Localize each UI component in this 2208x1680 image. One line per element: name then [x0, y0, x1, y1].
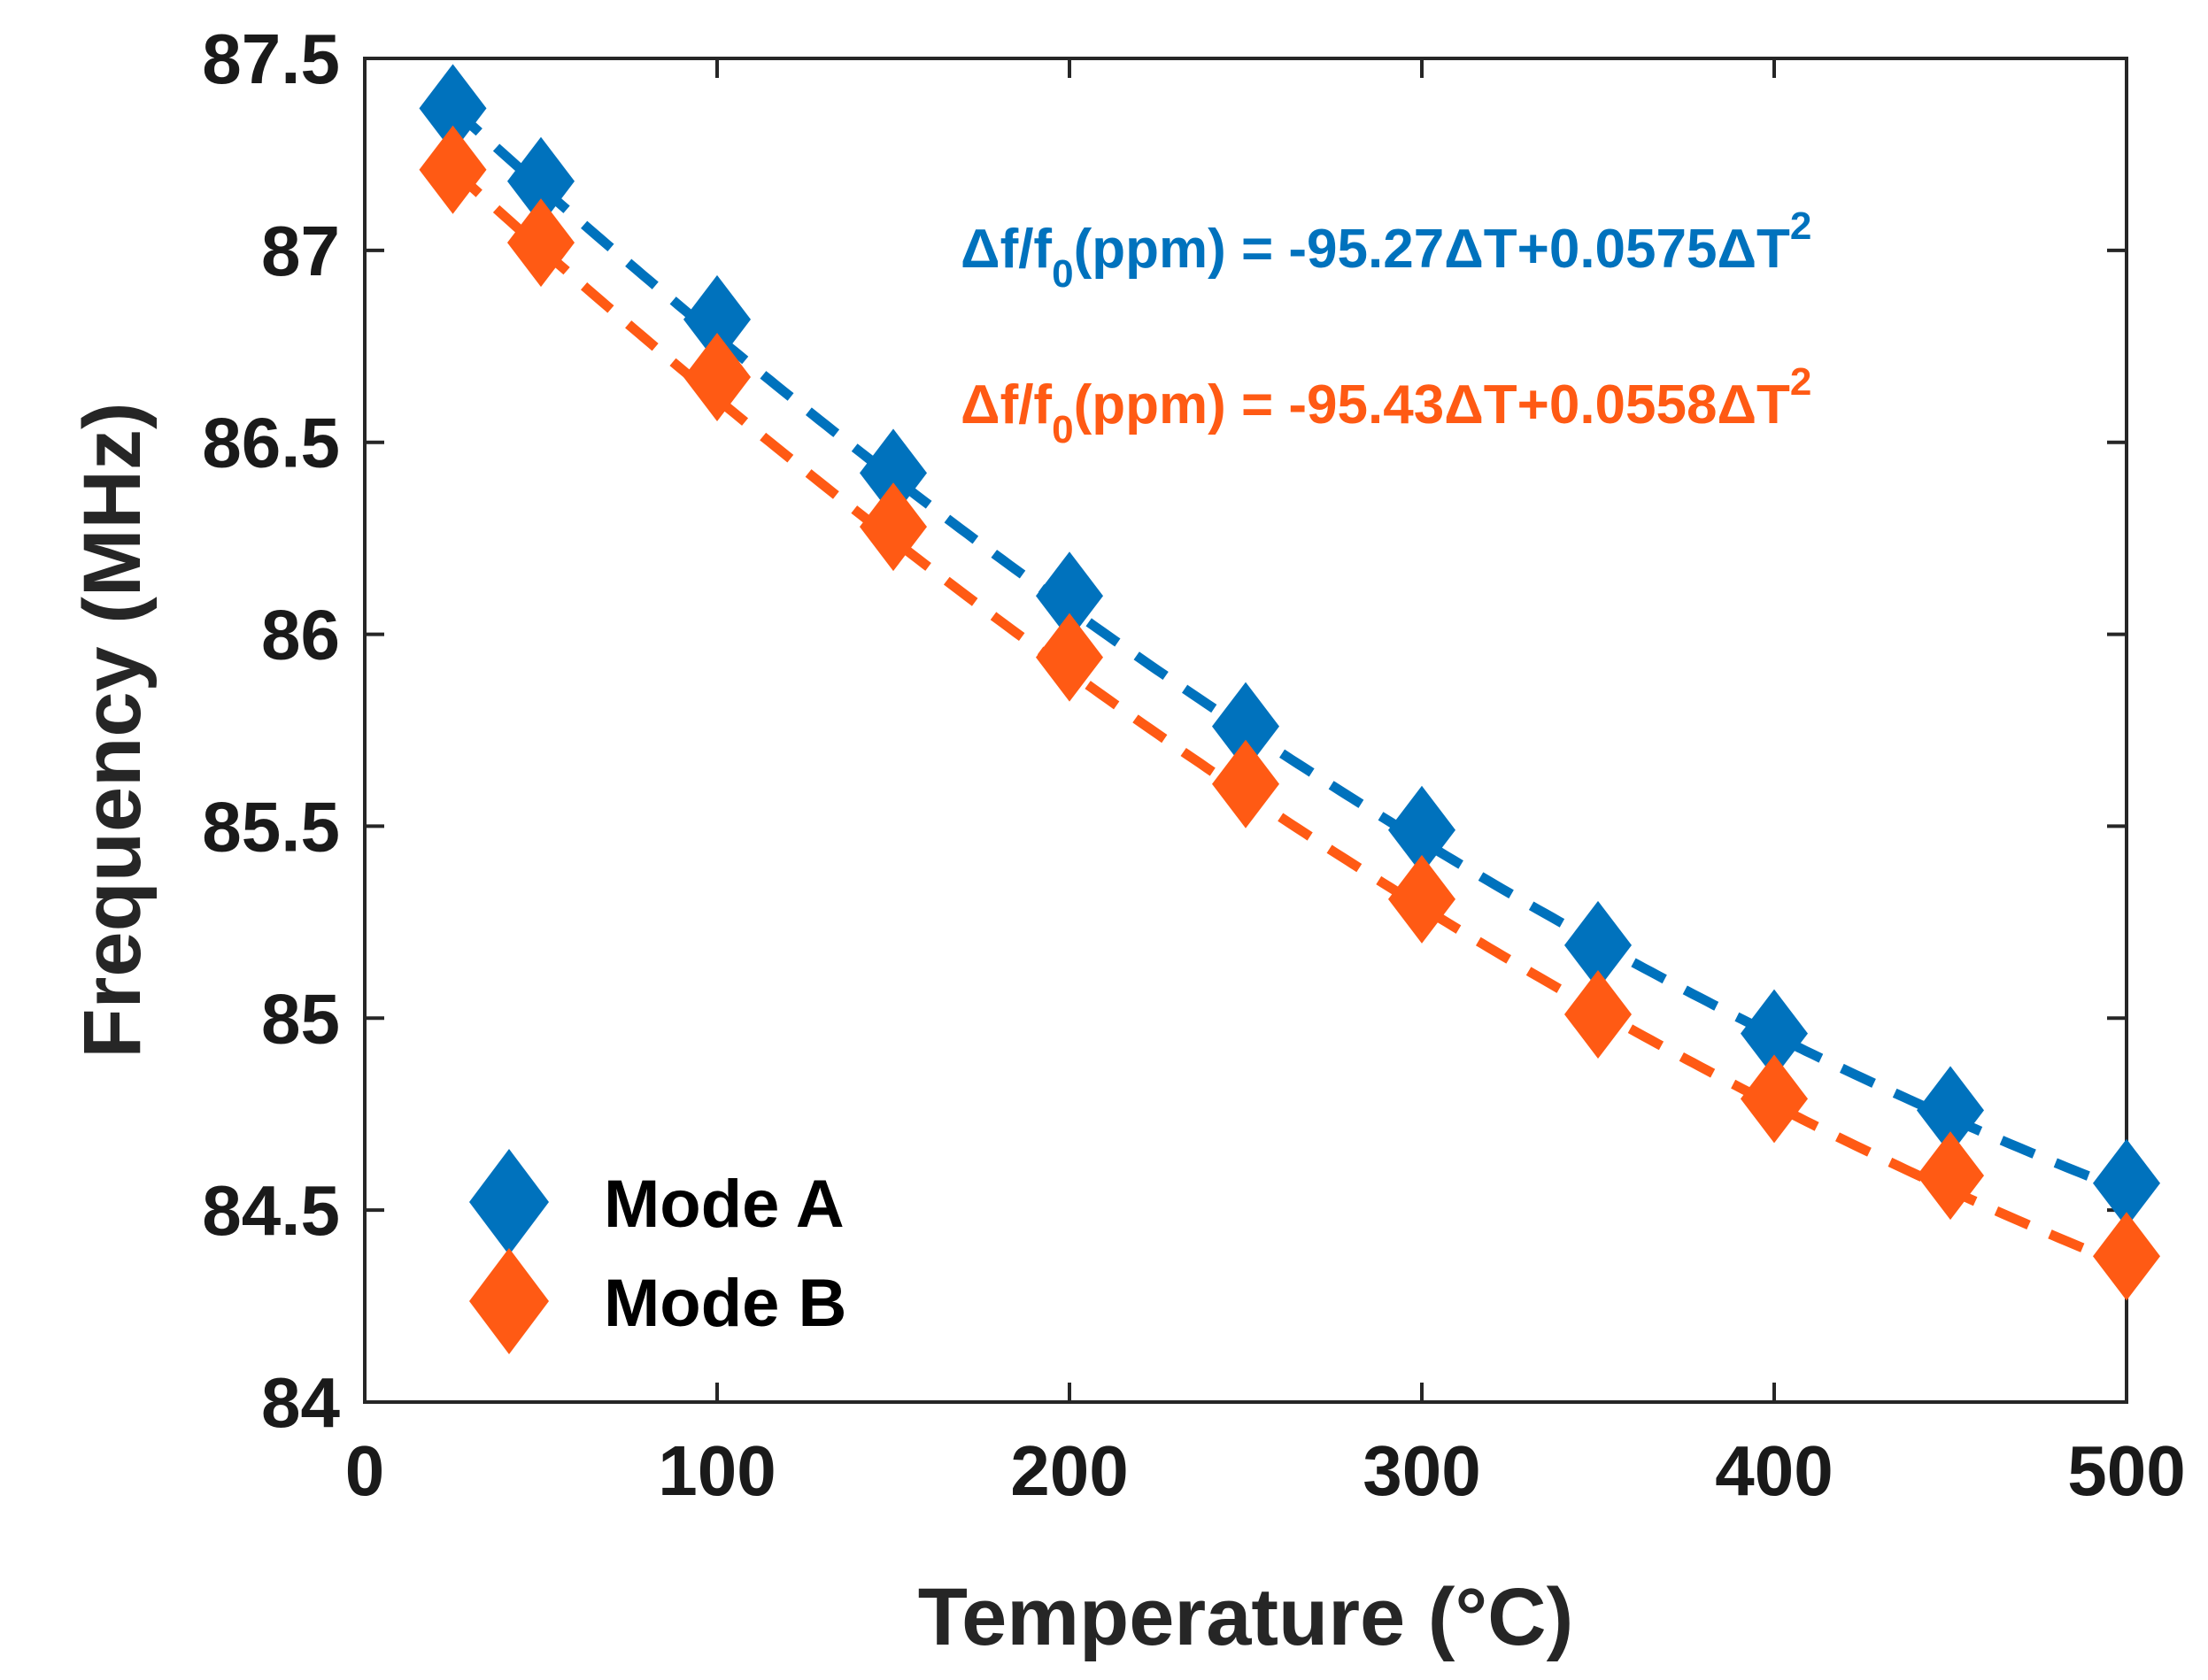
fit-line-mode-a: [449, 104, 2126, 1195]
equation-mode-a-lhs: Δf/f: [961, 219, 1052, 280]
y-tick-label: 84: [261, 1363, 340, 1442]
legend-marker-mode-b: [469, 1248, 549, 1354]
data-point-mode-b: [1917, 1131, 1984, 1221]
data-point-mode-b: [860, 482, 927, 572]
x-tick-label: 200: [1010, 1431, 1128, 1510]
x-axis-label: Temperature (°C): [918, 1572, 1574, 1662]
y-tick-label: 85: [261, 979, 340, 1058]
equation-mode-a-sub: 0: [1052, 252, 1073, 296]
data-point-mode-a: [507, 136, 575, 226]
data-point-mode-b: [683, 332, 751, 421]
x-tick-label: 100: [658, 1431, 776, 1510]
data-point-mode-a: [1917, 1066, 1984, 1155]
y-tick-label: 84.5: [202, 1171, 340, 1250]
data-point-mode-b: [1388, 854, 1455, 944]
x-tick-label: 500: [2067, 1431, 2185, 1510]
x-tick-label: 400: [1715, 1431, 1833, 1510]
equation-mode-b: Δf/f0(ppm) = -95.43ΔT+0.0558ΔT2: [961, 360, 1811, 451]
x-tick-label: 0: [345, 1431, 385, 1510]
data-point-mode-a: [1212, 682, 1279, 771]
fit-line-mode-b: [449, 166, 2126, 1269]
equation-mode-a: Δf/f0(ppm) = -95.27ΔT+0.0575ΔT2: [961, 204, 1811, 296]
y-axis-label: Frequency (MHz): [67, 402, 158, 1058]
data-point-mode-a: [1741, 989, 1808, 1078]
legend-label-mode-a: Mode A: [604, 1167, 845, 1242]
equation-mode-b-sub: 0: [1052, 408, 1073, 451]
legend-label-mode-b: Mode B: [604, 1266, 846, 1341]
data-point-mode-a: [1036, 551, 1103, 641]
equation-mode-a-rhs: (ppm) = -95.27ΔT+0.0575ΔT: [1074, 219, 1790, 280]
y-tick-label: 86: [261, 596, 340, 674]
data-point-mode-a: [1388, 785, 1455, 875]
data-point-mode-b: [507, 198, 575, 288]
data-point-mode-b: [1564, 969, 1632, 1059]
data-point-mode-b: [1741, 1054, 1808, 1144]
equation-mode-b-rhs: (ppm) = -95.43ΔT+0.0558ΔT: [1074, 374, 1790, 435]
plot-frame: [363, 57, 2128, 1404]
data-point-mode-a: [419, 64, 487, 153]
equation-mode-a-sup: 2: [1790, 204, 1811, 248]
legend: Mode A Mode B: [469, 1149, 846, 1354]
y-tick-label: 87: [261, 212, 340, 290]
data-point-mode-b: [1036, 613, 1103, 702]
data-points: [419, 64, 2160, 1301]
equation-mode-b-sup: 2: [1790, 360, 1811, 404]
data-point-mode-b: [419, 125, 487, 214]
data-point-mode-a: [860, 428, 927, 518]
data-point-mode-a: [2093, 1138, 2160, 1228]
y-tick-label: 85.5: [202, 787, 340, 866]
legend-marker-mode-a: [469, 1149, 549, 1255]
fit-lines: [449, 104, 2126, 1269]
y-tick-label: 86.5: [202, 404, 340, 482]
data-point-mode-a: [683, 274, 751, 364]
x-tick-label: 300: [1363, 1431, 1480, 1510]
y-tick-label: 87.5: [202, 19, 340, 98]
equation-mode-b-lhs: Δf/f: [961, 374, 1052, 435]
data-point-mode-b: [1212, 739, 1279, 828]
data-point-mode-b: [2093, 1212, 2160, 1301]
data-point-mode-a: [1564, 900, 1632, 990]
